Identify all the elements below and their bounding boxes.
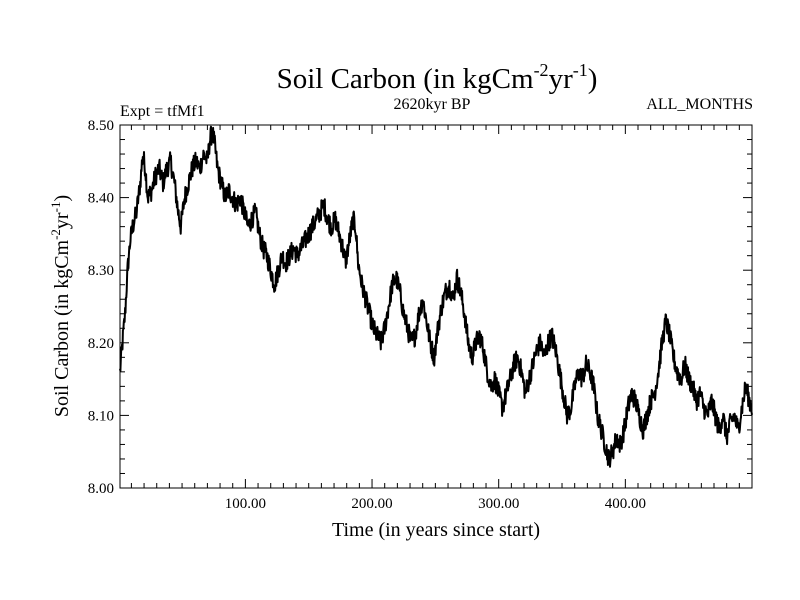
plot-frame [119,124,753,489]
y-axis-label-sup1: -2 [48,229,63,240]
y-axis-label-main: Soil Carbon (in kgCm [51,239,73,417]
x-tick-label: 300.00 [478,496,519,512]
chart-title-sup1: -2 [534,60,549,80]
x-tick-label: 200.00 [351,496,392,512]
x-axis-ticks: 100.00 200.00 300.00 400.00 [130,125,753,512]
y-tick-label: 8.50 [88,118,114,134]
y-axis-label-end: ) [51,195,73,202]
y-tick-label: 8.30 [88,263,114,279]
chart-title-main: Soil Carbon (in kgCm [277,63,534,95]
x-tick-label: 400.00 [605,496,646,512]
subtitle-center: 2620kyr BP [394,96,471,113]
series-line [119,125,753,468]
chart-title-mid: yr [549,63,574,95]
y-axis-label: Soil Carbon (in kgCm-2yr-1) [48,195,73,417]
x-axis-label: Time (in years since start) [332,519,540,541]
chart-title-end: ) [588,63,598,95]
chart-title-sup2: -1 [573,60,588,80]
y-tick-label: 8.00 [88,481,114,497]
x-tick-label: 100.00 [225,496,266,512]
y-tick-label: 8.10 [88,408,114,424]
subtitle-right: ALL_MONTHS [646,96,753,113]
subtitle-left: Expt = tfMf1 [120,103,205,120]
y-axis-label-sup2: -1 [48,202,63,213]
y-axis-label-mid: yr [51,212,73,229]
y-tick-label: 8.40 [88,191,114,207]
chart-title: Soil Carbon (in kgCm-2yr-1) [277,60,598,95]
y-tick-label: 8.20 [88,336,114,352]
